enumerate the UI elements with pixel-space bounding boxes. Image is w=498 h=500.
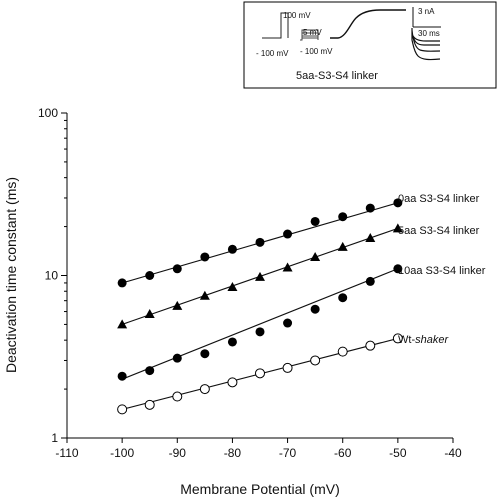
protocol-trace-2 xyxy=(300,29,319,41)
data-point xyxy=(365,233,376,243)
data-point xyxy=(310,251,321,261)
data-point xyxy=(227,281,238,291)
data-point xyxy=(227,244,237,254)
scale-time-label: 30 ms xyxy=(418,29,440,38)
tail-current-family xyxy=(411,28,441,61)
data-point xyxy=(144,308,155,318)
x-tick-label: -80 xyxy=(224,446,242,460)
data-point xyxy=(144,399,155,410)
data-point xyxy=(392,333,403,344)
data-point xyxy=(172,391,183,402)
data-point xyxy=(255,237,265,247)
series-5aa-s3-s4-linker xyxy=(117,223,403,329)
data-point xyxy=(282,362,293,373)
x-tick-label: -90 xyxy=(169,446,187,460)
x-tick-label: -40 xyxy=(444,446,462,460)
data-point xyxy=(310,216,320,226)
inset-frame xyxy=(243,1,497,89)
data-point xyxy=(172,300,183,310)
scale-current-label: 3 nA xyxy=(418,7,435,16)
x-tick-label: -70 xyxy=(279,446,297,460)
data-point xyxy=(338,293,348,303)
inset-panel: 100 mV - 100 mV 5 mV - 100 mV 3 nA 30 ms… xyxy=(243,1,497,89)
series-label-5aa-s3-s4-linker: 5aa S3-S4 linker xyxy=(398,225,480,237)
data-point xyxy=(227,377,238,388)
data-point xyxy=(365,340,376,351)
data-point xyxy=(365,203,375,213)
data-point xyxy=(255,327,265,337)
data-point xyxy=(337,241,348,251)
data-point xyxy=(393,198,403,208)
data-point xyxy=(310,355,321,366)
data-point xyxy=(200,252,210,262)
data-point xyxy=(172,264,182,274)
data-point xyxy=(145,271,155,280)
series-layer: 0aa S3-S4 linker 5aa S3-S4 linker 10aa S3-… xyxy=(117,193,486,415)
data-point xyxy=(310,304,320,314)
y-tick-label: 1 xyxy=(51,431,58,445)
fit-line xyxy=(121,268,399,380)
plot-axes: -110 -100 -90 -80 -70 -60 -50 -40 1 10 100 Membra… xyxy=(3,106,462,497)
inset-title: 5aa-S3-S4 linker xyxy=(296,70,378,82)
y-tick-label: 100 xyxy=(38,106,58,120)
y-axis-title: Deactivation time constant (ms) xyxy=(3,177,19,373)
scale-bars xyxy=(412,7,441,28)
data-point xyxy=(393,264,403,274)
inset-label-5mv: 5 mV xyxy=(303,28,322,37)
x-axis-title: Membrane Potential (mV) xyxy=(180,481,340,497)
series-label-0aa-s3-s4-linker: 0aa S3-S4 linker xyxy=(398,193,480,205)
x-tick-label: -100 xyxy=(110,446,134,460)
x-tick-label: -60 xyxy=(334,446,352,460)
data-point xyxy=(337,346,348,357)
series-0aa-s3-s4-linker xyxy=(117,198,403,288)
inset-label-100mv: 100 mV xyxy=(283,11,311,20)
inset-label-minus100mv-b: - 100 mV xyxy=(300,47,333,56)
data-point xyxy=(117,371,127,381)
data-point xyxy=(117,404,128,415)
data-point xyxy=(227,337,237,347)
y-ticks: 1 10 100 xyxy=(38,106,67,445)
data-point xyxy=(145,366,155,376)
data-point xyxy=(199,384,210,395)
data-point xyxy=(200,349,210,359)
series-label-wt-shaker: Wt-shaker xyxy=(398,334,449,346)
data-point xyxy=(283,229,293,239)
x-tick-label: -50 xyxy=(389,446,407,460)
data-point xyxy=(365,276,375,286)
series-label-10aa-s3-s4-linker: 10aa S3-S4 linker xyxy=(398,265,486,277)
data-point xyxy=(392,223,403,233)
y-tick-label: 10 xyxy=(45,269,59,283)
series-wt-shaker xyxy=(117,333,403,415)
data-point xyxy=(338,212,348,222)
series-10aa-s3-s4-linker xyxy=(117,264,403,381)
inset-label-minus100mv-a: - 100 mV xyxy=(256,49,289,58)
data-point xyxy=(199,290,210,300)
data-point xyxy=(117,278,127,288)
data-point xyxy=(255,368,265,379)
activation-current-trace xyxy=(330,9,406,39)
x-tick-label: -110 xyxy=(55,446,78,460)
data-point xyxy=(255,271,265,281)
x-ticks: -110 -100 -90 -80 -70 -60 -50 -40 xyxy=(55,438,462,460)
data-point xyxy=(283,318,293,328)
data-point xyxy=(172,353,182,363)
data-point xyxy=(282,262,293,272)
data-point xyxy=(117,319,128,329)
protocol-trace-1 xyxy=(262,12,289,39)
